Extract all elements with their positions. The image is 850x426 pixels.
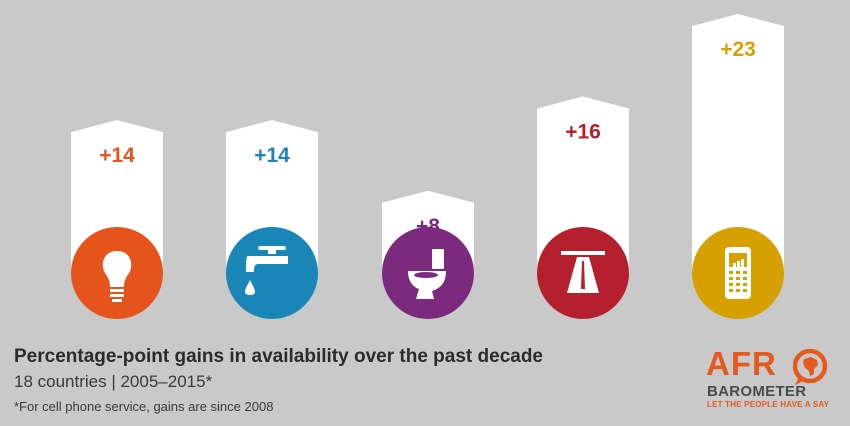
data-label-lightbulb: +14	[99, 144, 135, 167]
chart-title: Percentage-point gains in availability o…	[14, 346, 543, 367]
logo-wordmark: AFR	[706, 345, 777, 382]
chart-footnote: *For cell phone service, gains are since…	[14, 399, 274, 414]
cell-phone-icon	[725, 247, 751, 299]
road-icon	[561, 251, 605, 293]
chart-subtitle: 18 countries | 2005–2015*	[14, 372, 213, 391]
water-tap-icon	[245, 246, 288, 295]
data-label-cell-phone: +23	[720, 38, 756, 61]
logo-wordmark-2: BAROMETER	[707, 383, 807, 400]
logo-tagline: LET THE PEOPLE HAVE A SAY	[707, 400, 830, 409]
data-label-road: +16	[565, 121, 601, 144]
bar-cell-phone	[692, 14, 784, 274]
data-label-water-tap: +14	[254, 144, 290, 167]
icon-circle-water-tap	[226, 227, 318, 319]
lightbulb-icon	[102, 251, 132, 302]
afrobarometer-logo: AFR BAROMETER LET THE PEOPLE HAVE A SAY	[706, 345, 838, 415]
africa-speech-bubble-icon	[793, 348, 828, 385]
bar-road	[537, 96, 629, 274]
toilet-icon	[408, 249, 446, 299]
